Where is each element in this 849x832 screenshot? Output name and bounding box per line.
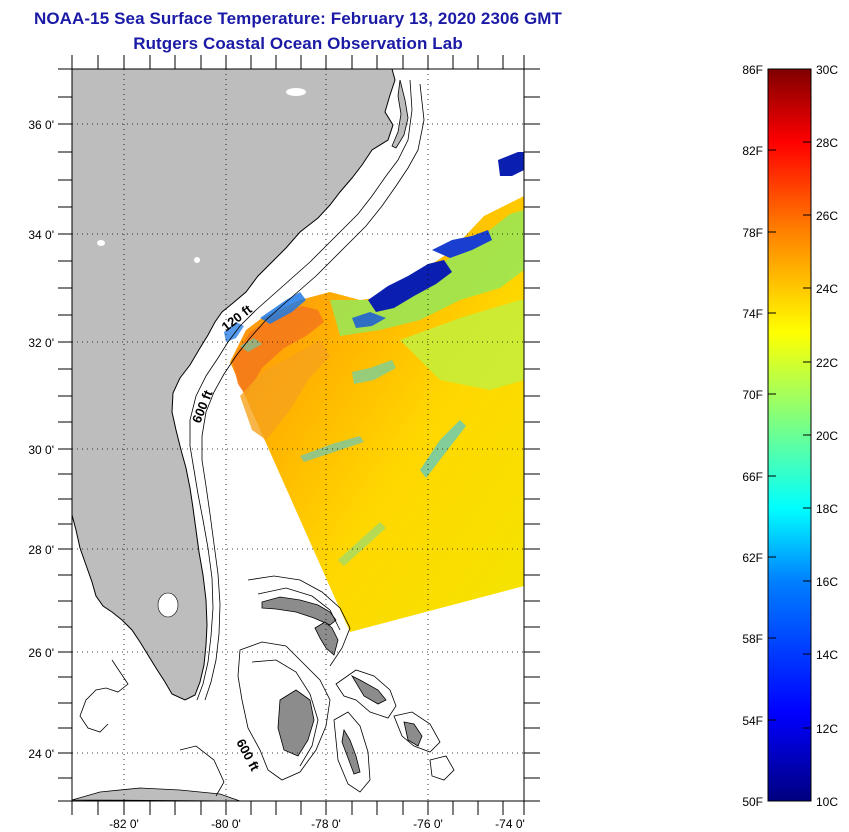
lake (286, 88, 306, 96)
colorbar-c-label: 30C (816, 63, 838, 77)
colorbar-c-label: 12C (816, 722, 838, 736)
colorbar-c-label: 28C (816, 136, 838, 150)
colorbar-c-label: 24C (816, 282, 838, 296)
colorbar-f-label: 86F (742, 63, 763, 77)
lon-label: -78 0' (311, 817, 341, 831)
colorbar-f-label: 54F (742, 714, 763, 728)
isobath-contours (79, 79, 455, 797)
lon-label: -74 0' (495, 817, 525, 831)
colorbar-f-label: 66F (742, 470, 763, 484)
sst-swath (224, 152, 524, 632)
colorbar-c-label: 10C (816, 795, 838, 809)
colorbar-f-label: 70F (742, 388, 763, 402)
frame-ticks (58, 55, 540, 815)
bahamas-abaco (314, 621, 339, 656)
colorbar-ticks (768, 68, 811, 802)
map-frame (71, 68, 525, 802)
bahamas-long-island (403, 721, 423, 747)
colorbar-c-label: 16C (816, 575, 838, 589)
lat-label: 28 0' (28, 543, 54, 557)
lake (97, 240, 105, 246)
lake-okeechobee (157, 592, 179, 618)
colorbar-f-label: 58F (742, 632, 763, 646)
lat-label: 34 0' (28, 228, 54, 242)
cuba-coast (72, 787, 241, 801)
bahamas-andros (277, 689, 315, 757)
colorbar-f-label: 50F (742, 795, 763, 809)
map-title: NOAA-15 Sea Surface Temperature: Februar… (33, 9, 563, 28)
bahamas-exuma (341, 728, 361, 775)
lake (194, 257, 200, 263)
colorbar-f-label: 74F (742, 307, 763, 321)
lat-label: 26 0' (28, 646, 54, 660)
lon-label: -80 0' (211, 817, 241, 831)
colorbar-c-label: 20C (816, 429, 838, 443)
lat-label: 36 0' (28, 118, 54, 132)
lat-label: 30 0' (28, 443, 54, 457)
colorbar-c-label: 14C (816, 648, 838, 662)
lon-label: -82 0' (109, 817, 139, 831)
lon-label: -76 0' (413, 817, 443, 831)
colorbar-f-label: 62F (742, 551, 763, 565)
land-mainland (72, 69, 396, 701)
colorbar-c-label: 22C (816, 356, 838, 370)
colorbar-f-label: 82F (742, 144, 763, 158)
lat-label: 24 0' (28, 747, 54, 761)
map-subtitle: Rutgers Coastal Ocean Observation Lab (133, 34, 463, 53)
colorbar-f-label: 78F (742, 226, 763, 240)
lat-label: 32 0' (28, 336, 54, 350)
colorbar-c-label: 26C (816, 209, 838, 223)
outer-banks (391, 79, 409, 149)
bahamas-grand-bahama (261, 596, 337, 626)
bahamas-eleuthera (350, 675, 387, 705)
graticule (72, 69, 524, 801)
colorbar-c-label: 18C (816, 502, 838, 516)
